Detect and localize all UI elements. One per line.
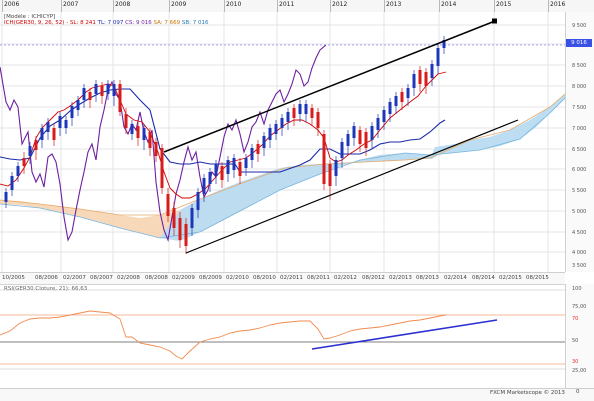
date-label: 08/2007	[90, 275, 113, 281]
date-label: 02/2007	[63, 275, 86, 281]
price-tick: 5 000	[572, 209, 587, 215]
year-gridline	[494, 0, 495, 12]
year-label-2008: 2008	[115, 1, 131, 8]
trendline-handle[interactable]	[492, 18, 497, 24]
price-tick: 3 500	[572, 263, 587, 269]
ichimoku-cloud-blue	[160, 94, 565, 241]
year-label-2006: 2006	[4, 1, 20, 8]
legend-sa: SA: 7 669	[153, 20, 181, 26]
indicator-legend-row: ICH(GER30, 9, 26, 52) - SL: 8 241 TL: 7 …	[4, 20, 209, 26]
year-gridline	[330, 0, 331, 12]
bottom-strip	[0, 388, 594, 401]
senkou-span-a-line	[0, 93, 565, 216]
candlesticks[interactable]	[4, 36, 446, 254]
date-label: 08/2014	[472, 275, 495, 281]
rsi-tick: 30	[572, 359, 579, 365]
year-label-2013: 2013	[386, 1, 402, 8]
legend-cs: CS: 9 016	[125, 20, 152, 26]
date-label: 02/2012	[334, 275, 357, 281]
date-label: 08/2010	[253, 275, 276, 281]
price-tick: 7 000	[572, 126, 587, 132]
date-label: 02/2011	[280, 275, 303, 281]
rsi-trendline[interactable]	[311, 319, 498, 350]
rsi-legend: RSI(GER30.Cloture, 21): 66,63	[4, 286, 88, 292]
year-label-2009: 2009	[171, 1, 187, 8]
year-label-2012: 2012	[332, 1, 348, 8]
current-price-tag: 9 016	[566, 39, 592, 47]
rsi-tick: 75,00	[572, 304, 587, 310]
date-label: 10/2005	[2, 275, 25, 281]
rsi-tick: 70	[572, 316, 579, 322]
year-gridline	[548, 0, 549, 12]
date-axis[interactable]: 10/2005 08/2006 02/2007 08/2007 02/2008 …	[0, 272, 565, 286]
legend-sb: SB: 7 016	[181, 20, 209, 26]
year-label-2016: 2016	[550, 1, 566, 8]
marketscope-credit: FXCM Marketscope © 2013	[490, 390, 565, 396]
year-gridline	[2, 0, 3, 12]
year-label-2011: 2011	[279, 1, 295, 8]
date-label: 08/2009	[199, 275, 222, 281]
date-label: 08/2012	[362, 275, 385, 281]
year-label-2014: 2014	[441, 1, 457, 8]
year-gridline	[169, 0, 170, 12]
date-label: 08/2011	[307, 275, 330, 281]
kijun-sen-line	[0, 88, 446, 173]
price-tick: 8 500	[572, 63, 587, 69]
lower-trend-channel-line[interactable]	[185, 119, 519, 254]
price-chart-area[interactable]	[0, 12, 565, 272]
date-label: 08/2006	[35, 275, 58, 281]
year-gridline	[439, 0, 440, 12]
tenkan-sen-line	[0, 71, 447, 199]
rsi-axis[interactable]: 100 75,00 70 50 30 25,00	[565, 284, 594, 388]
rsi-line	[0, 310, 447, 360]
rsi-panel[interactable]	[0, 284, 565, 389]
year-gridline	[61, 0, 62, 12]
senkou-span-b-line	[0, 97, 565, 239]
date-label: 02/2010	[226, 275, 249, 281]
date-label: 08/2008	[145, 275, 168, 281]
price-tick: 4 000	[572, 250, 587, 256]
price-axis[interactable]: 9 500 9 000 8 500 8 000 7 500 7 000 6 50…	[565, 12, 594, 272]
rsi-tick: 100	[572, 286, 582, 292]
price-tick: 8 000	[572, 84, 587, 90]
year-gridline	[113, 0, 114, 12]
upper-trend-channel-line[interactable]	[163, 20, 496, 153]
date-label: 02/2014	[444, 275, 467, 281]
year-label-2015: 2015	[496, 1, 512, 8]
rsi-tick: 25,00	[572, 368, 587, 374]
corner-label: 0	[576, 389, 580, 395]
price-tick: 7 500	[572, 105, 587, 111]
rsi-tick: 50	[572, 338, 579, 344]
price-tick: 6 500	[572, 147, 587, 153]
year-gridline	[277, 0, 278, 12]
chikou-span-line	[0, 44, 327, 243]
price-tick: 5 500	[572, 188, 587, 194]
indicator-model-label: [Modèle : ICHICYP]	[4, 14, 56, 20]
price-tick: 6 000	[572, 167, 587, 173]
year-label-2007: 2007	[63, 1, 79, 8]
date-label: 02/2009	[172, 275, 195, 281]
date-label: 02/2015	[499, 275, 522, 281]
price-tick: 4 500	[572, 230, 587, 236]
price-tick: 9 500	[572, 23, 587, 29]
date-label: 02/2013	[389, 275, 412, 281]
year-gridline	[224, 0, 225, 12]
date-label: 02/2008	[117, 275, 140, 281]
legend-tl: TL: 7 097	[97, 20, 124, 26]
year-label-2010: 2010	[226, 1, 242, 8]
legend-prefix: ICH(GER30, 9, 26, 52)	[4, 20, 65, 26]
year-gridline	[384, 0, 385, 12]
date-label: 08/2013	[416, 275, 439, 281]
legend-sl: - SL: 8 241	[66, 20, 96, 26]
date-label: 08/2015	[526, 275, 549, 281]
